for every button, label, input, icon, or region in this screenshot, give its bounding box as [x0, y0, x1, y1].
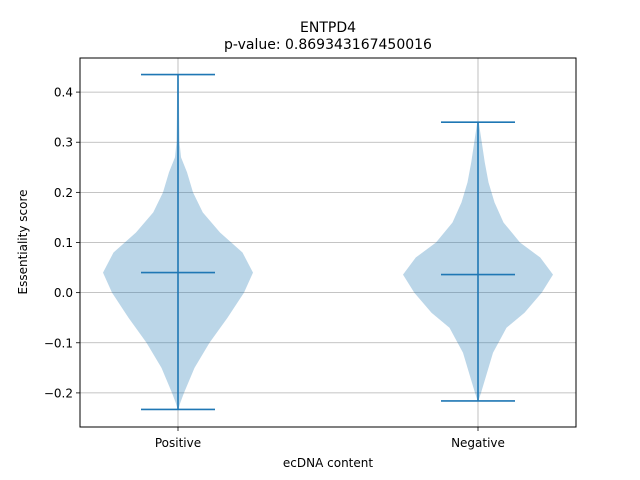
y-tick-label: 0.2 [54, 186, 73, 200]
x-axis: Positive Negative [155, 427, 505, 450]
chart-subtitle: p-value: 0.869343167450016 [224, 37, 432, 53]
chart-title: ENTPD4 [300, 20, 356, 36]
x-tick-label: Negative [451, 436, 505, 450]
x-tick-label: Positive [155, 436, 201, 450]
violin-layer [103, 73, 553, 411]
y-tick-label: 0.1 [54, 236, 73, 250]
y-tick-label: 0.4 [54, 86, 73, 100]
y-axis-label: Essentiality score [16, 190, 30, 295]
x-axis-label: ecDNA content [283, 456, 373, 470]
y-tick-label: −0.2 [44, 386, 73, 400]
y-axis: −0.2 −0.1 0.0 0.1 0.2 0.3 0.4 [44, 86, 80, 400]
y-tick-label: 0.3 [54, 136, 73, 150]
y-tick-label: 0.0 [54, 286, 73, 300]
y-tick-label: −0.1 [44, 336, 73, 350]
